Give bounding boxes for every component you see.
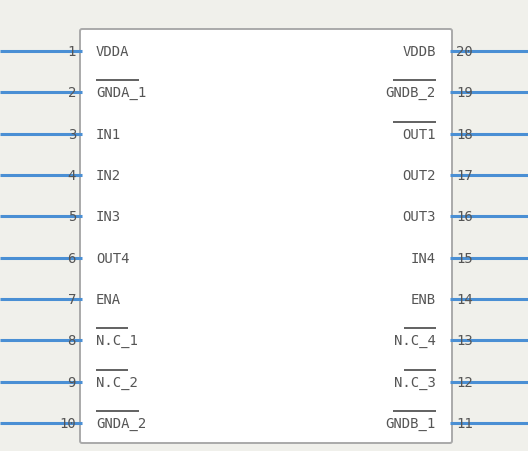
- Text: 12: 12: [456, 375, 473, 389]
- Text: 10: 10: [59, 416, 76, 430]
- Text: IN2: IN2: [96, 169, 121, 183]
- Text: 19: 19: [456, 86, 473, 100]
- Text: N.C_1: N.C_1: [96, 334, 138, 348]
- Text: OUT3: OUT3: [402, 210, 436, 224]
- Text: 6: 6: [68, 251, 76, 265]
- Text: N.C_3: N.C_3: [394, 375, 436, 389]
- Text: IN1: IN1: [96, 127, 121, 141]
- Text: 14: 14: [456, 292, 473, 306]
- Text: 16: 16: [456, 210, 473, 224]
- Text: 7: 7: [68, 292, 76, 306]
- Text: 3: 3: [68, 127, 76, 141]
- Text: N.C_4: N.C_4: [394, 334, 436, 348]
- Text: 4: 4: [68, 169, 76, 183]
- Text: GNDA_1: GNDA_1: [96, 86, 146, 100]
- FancyBboxPatch shape: [80, 30, 452, 443]
- Text: OUT2: OUT2: [402, 169, 436, 183]
- Text: OUT1: OUT1: [402, 127, 436, 141]
- Text: 1: 1: [68, 45, 76, 59]
- Text: 2: 2: [68, 86, 76, 100]
- Text: 17: 17: [456, 169, 473, 183]
- Text: IN3: IN3: [96, 210, 121, 224]
- Text: 5: 5: [68, 210, 76, 224]
- Text: VDDA: VDDA: [96, 45, 129, 59]
- Text: ENA: ENA: [96, 292, 121, 306]
- Text: 15: 15: [456, 251, 473, 265]
- Text: 20: 20: [456, 45, 473, 59]
- Text: VDDB: VDDB: [402, 45, 436, 59]
- Text: GNDA_2: GNDA_2: [96, 416, 146, 430]
- Text: ENB: ENB: [411, 292, 436, 306]
- Text: 18: 18: [456, 127, 473, 141]
- Text: 13: 13: [456, 334, 473, 348]
- Text: N.C_2: N.C_2: [96, 375, 138, 389]
- Text: GNDB_1: GNDB_1: [386, 416, 436, 430]
- Text: IN4: IN4: [411, 251, 436, 265]
- Text: GNDB_2: GNDB_2: [386, 86, 436, 100]
- Text: OUT4: OUT4: [96, 251, 129, 265]
- Text: 9: 9: [68, 375, 76, 389]
- Text: 8: 8: [68, 334, 76, 348]
- Text: 11: 11: [456, 416, 473, 430]
